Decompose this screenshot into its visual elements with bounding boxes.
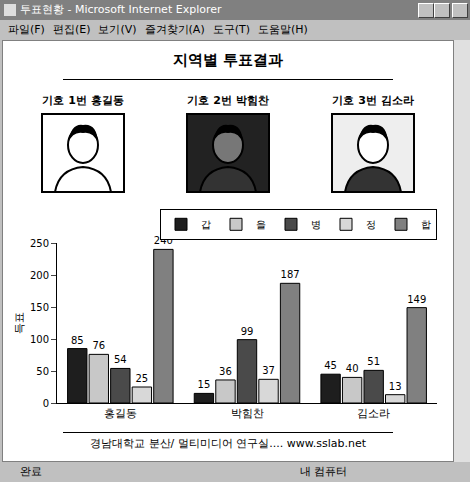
- html-text:도구(T): 도구(T): [212, 23, 250, 36]
- svg-text:150: 150: [30, 302, 49, 313]
- html-text:경남대학교 분산/ 멀티미디어 연구실.... www.ss: 경남대학교 분산/ 멀티미디어 연구실.... www.sslab.net: [90, 437, 366, 450]
- svg-text:149: 149: [407, 294, 426, 305]
- html-text:도움말(H): 도움말(H): [258, 23, 308, 36]
- svg-text:240: 240: [153, 235, 173, 247]
- svg-text:홍길동: 홍길동: [104, 407, 137, 420]
- html-text:보기(V): 보기(V): [98, 23, 137, 36]
- svg-text:13: 13: [389, 381, 402, 392]
- svg-text:박힘찬: 박힘찬: [231, 407, 264, 420]
- svg-text:갑: 갑: [201, 219, 211, 230]
- svg-text:99: 99: [241, 326, 254, 337]
- svg-text:을: 을: [256, 219, 266, 230]
- html-text:편집(E): 편집(E): [52, 23, 91, 36]
- svg-text:정: 정: [366, 219, 376, 230]
- html-text:기호 3번 김소라: 기호 3번 김소라: [332, 94, 414, 107]
- html-text:즐겨찾기(A): 즐겨찾기(A): [144, 23, 205, 36]
- svg-text:100: 100: [30, 334, 49, 345]
- svg-text:25: 25: [136, 373, 149, 384]
- svg-text:40: 40: [346, 363, 359, 374]
- svg-text:85: 85: [71, 335, 84, 346]
- html-text:기호 1번 홍길동: 기호 1번 홍길동: [42, 94, 124, 107]
- svg-text:50: 50: [36, 366, 49, 377]
- svg-text:76: 76: [92, 340, 105, 351]
- svg-text:187: 187: [281, 269, 300, 280]
- svg-text:54: 54: [114, 354, 127, 365]
- svg-text:36: 36: [219, 366, 232, 377]
- svg-text:0: 0: [43, 398, 49, 409]
- svg-text:200: 200: [30, 270, 49, 281]
- svg-text:250: 250: [30, 238, 49, 249]
- svg-text:37: 37: [262, 365, 275, 376]
- svg-text:45: 45: [324, 360, 337, 371]
- svg-text:합: 합: [421, 219, 431, 230]
- html-text:지역별 투표결과: 지역별 투표결과: [172, 51, 284, 69]
- html-text:기호 2번 박힘찬: 기호 2번 박힘찬: [187, 94, 269, 107]
- html-text:내 컴퓨터: 내 컴퓨터: [300, 465, 348, 478]
- svg-text:15: 15: [198, 379, 211, 390]
- svg-text:득표: 득표: [13, 312, 26, 334]
- svg-text:51: 51: [367, 356, 380, 367]
- svg-text:김소라: 김소라: [357, 407, 390, 420]
- html-text:투표현황 - Microsoft Internet Expl: 투표현황 - Microsoft Internet Explorer: [20, 3, 222, 16]
- html-text:완료: 완료: [20, 465, 42, 478]
- html-text:파일(F): 파일(F): [8, 23, 45, 36]
- svg-text:병: 병: [311, 219, 321, 230]
